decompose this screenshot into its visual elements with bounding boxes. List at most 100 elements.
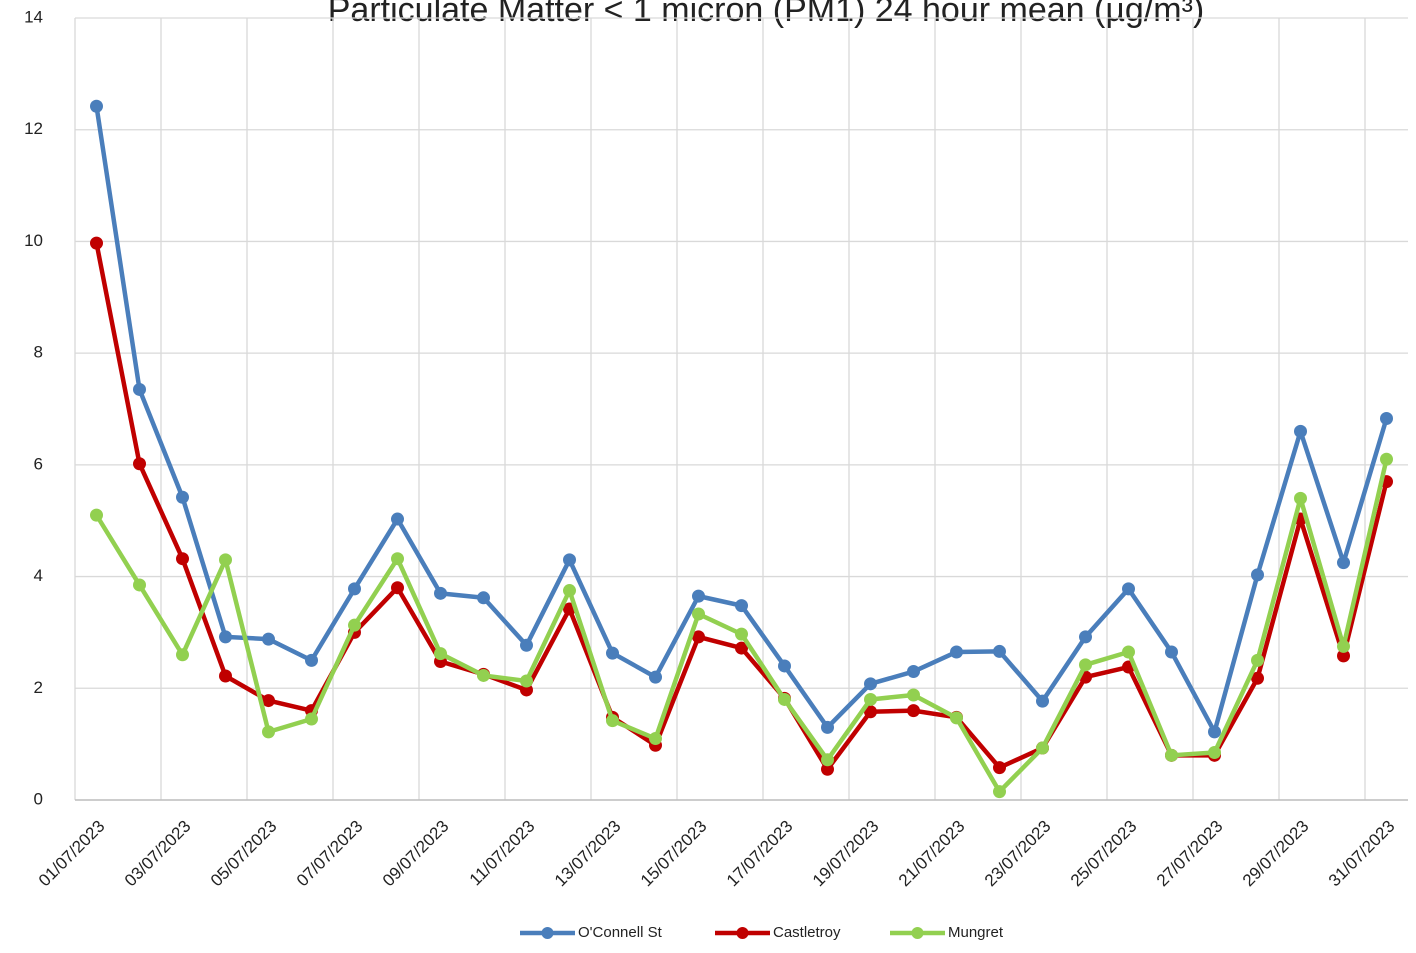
data-point bbox=[606, 646, 619, 660]
data-point bbox=[520, 638, 533, 652]
legend-label: Mungret bbox=[948, 924, 1004, 941]
x-tick-label: 09/07/2023 bbox=[379, 817, 453, 891]
data-point bbox=[649, 670, 662, 684]
data-point bbox=[993, 644, 1006, 658]
data-point bbox=[907, 688, 920, 702]
data-point bbox=[1079, 658, 1092, 672]
data-point bbox=[563, 584, 576, 598]
data-point bbox=[477, 668, 490, 682]
data-point bbox=[348, 582, 361, 596]
data-point bbox=[907, 665, 920, 679]
data-point bbox=[262, 632, 275, 646]
x-tick-label: 21/07/2023 bbox=[895, 817, 969, 891]
data-point bbox=[1036, 694, 1049, 708]
data-point bbox=[1380, 452, 1393, 466]
data-point bbox=[477, 591, 490, 605]
x-tick-label: 25/07/2023 bbox=[1067, 817, 1141, 891]
data-point bbox=[821, 753, 834, 767]
data-point bbox=[993, 785, 1006, 799]
data-point bbox=[950, 645, 963, 659]
data-point bbox=[133, 382, 146, 396]
x-tick-label: 15/07/2023 bbox=[637, 817, 711, 891]
x-tick-label: 17/07/2023 bbox=[723, 817, 797, 891]
legend-label: O'Connell St bbox=[578, 924, 663, 941]
y-tick-label: 0 bbox=[34, 789, 43, 808]
data-point bbox=[735, 599, 748, 613]
data-point bbox=[692, 607, 705, 621]
data-point bbox=[778, 692, 791, 706]
data-point bbox=[434, 647, 447, 661]
data-point bbox=[176, 490, 189, 504]
data-point bbox=[176, 648, 189, 662]
data-point bbox=[391, 581, 404, 595]
data-point bbox=[520, 674, 533, 688]
data-point bbox=[90, 236, 103, 250]
x-tick-label: 29/07/2023 bbox=[1239, 817, 1313, 891]
data-point bbox=[520, 683, 533, 697]
data-point bbox=[1079, 630, 1092, 644]
x-tick-label: 13/07/2023 bbox=[551, 817, 625, 891]
data-point bbox=[821, 720, 834, 734]
data-point bbox=[1122, 582, 1135, 596]
data-point bbox=[649, 732, 662, 746]
data-point bbox=[1208, 725, 1221, 739]
data-point bbox=[821, 762, 834, 776]
data-point bbox=[563, 553, 576, 567]
x-tick-label: 05/07/2023 bbox=[207, 817, 281, 891]
data-point bbox=[1251, 568, 1264, 582]
data-point bbox=[305, 653, 318, 667]
data-point bbox=[305, 712, 318, 726]
y-tick-label: 14 bbox=[24, 7, 43, 26]
data-point bbox=[1122, 645, 1135, 659]
data-point bbox=[1337, 639, 1350, 653]
data-point bbox=[219, 553, 232, 567]
x-tick-label: 23/07/2023 bbox=[981, 817, 1055, 891]
legend-marker bbox=[911, 927, 924, 939]
data-point bbox=[735, 641, 748, 655]
data-point bbox=[1294, 424, 1307, 438]
legend-marker bbox=[541, 927, 554, 939]
data-point bbox=[1337, 649, 1350, 663]
y-tick-label: 2 bbox=[34, 678, 43, 697]
legend-marker bbox=[736, 927, 749, 939]
data-point bbox=[993, 761, 1006, 775]
data-point bbox=[606, 714, 619, 728]
x-tick-label: 01/07/2023 bbox=[35, 817, 109, 891]
x-tick-label: 03/07/2023 bbox=[121, 817, 195, 891]
data-point bbox=[219, 630, 232, 644]
data-point bbox=[1251, 671, 1264, 685]
x-tick-label: 31/07/2023 bbox=[1325, 817, 1399, 891]
data-point bbox=[778, 659, 791, 673]
data-point bbox=[1165, 748, 1178, 762]
data-point bbox=[735, 627, 748, 641]
data-point bbox=[90, 508, 103, 522]
data-point bbox=[1294, 491, 1307, 505]
data-point bbox=[1208, 746, 1221, 760]
data-point bbox=[692, 630, 705, 644]
data-point bbox=[1380, 411, 1393, 425]
data-point bbox=[864, 692, 877, 706]
data-point bbox=[348, 618, 361, 632]
data-point bbox=[434, 586, 447, 600]
data-point bbox=[1165, 645, 1178, 659]
y-tick-label: 4 bbox=[34, 566, 43, 585]
data-point bbox=[1036, 741, 1049, 755]
legend-label: Castletroy bbox=[773, 924, 841, 941]
data-point bbox=[864, 677, 877, 691]
data-point bbox=[1251, 653, 1264, 667]
data-point bbox=[391, 512, 404, 526]
x-tick-label: 11/07/2023 bbox=[466, 817, 539, 890]
data-point bbox=[133, 457, 146, 471]
data-point bbox=[907, 704, 920, 718]
data-point bbox=[90, 99, 103, 113]
data-point bbox=[262, 725, 275, 739]
data-point bbox=[1337, 556, 1350, 570]
y-tick-label: 6 bbox=[34, 454, 43, 473]
y-tick-label: 8 bbox=[34, 343, 43, 362]
y-tick-label: 12 bbox=[24, 119, 43, 138]
chart-title: Particulate Matter < 1 micron (PM1) 24 h… bbox=[328, 0, 1205, 29]
x-tick-label: 19/07/2023 bbox=[809, 817, 883, 891]
data-point bbox=[133, 578, 146, 592]
data-point bbox=[219, 669, 232, 683]
